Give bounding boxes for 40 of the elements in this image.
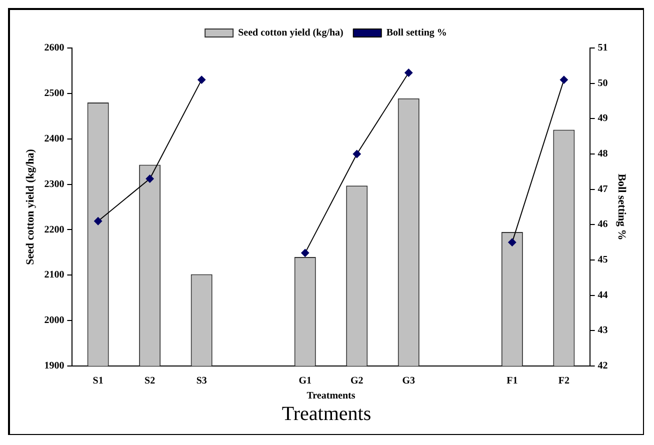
y2-tick-label: 45 — [598, 254, 608, 266]
y-tick-label: 2400 — [44, 133, 64, 144]
x-tick-label: G3 — [402, 376, 416, 387]
y-tick-label: 2000 — [44, 315, 64, 326]
y2-axis-title: Boll setting % — [616, 174, 628, 240]
text: Treatments — [280, 402, 372, 426]
y-tick-label: 2100 — [44, 270, 64, 281]
y-axis-title: Seed cotton yield (kg/ha) — [24, 148, 36, 265]
y-tick-label: 1900 — [44, 360, 64, 372]
y-tick-label: 2200 — [44, 224, 64, 236]
point — [198, 76, 206, 84]
x-tick-label: S1 — [92, 376, 104, 387]
x-tick-label: S3 — [196, 376, 207, 387]
y2-tick-label: 48 — [598, 148, 608, 160]
y-tick-label: 2600 — [44, 42, 64, 54]
y2-tick-label: 43 — [598, 325, 608, 336]
point — [301, 248, 310, 257]
point — [352, 150, 361, 158]
point — [146, 174, 154, 183]
legend-label: Boll setting % — [386, 28, 447, 39]
x-tick-label: F1 — [506, 376, 518, 387]
point — [508, 238, 516, 246]
x-tick-label: G2 — [350, 376, 364, 387]
x-tick-label: S2 — [144, 376, 156, 387]
legend-label: Seed cotton yield (kg/ha) — [238, 28, 344, 39]
x-tick-label: F2 — [558, 376, 570, 387]
x-tick-label: G1 — [298, 376, 312, 387]
y2-tick-label: 42 — [598, 360, 608, 372]
point — [94, 217, 102, 226]
point — [404, 68, 413, 77]
y2-tick-label: 46 — [598, 219, 608, 230]
y-tick-label: 2500 — [44, 88, 64, 100]
x-axis-title: Treatments — [306, 390, 356, 402]
y-tick-label: 2300 — [44, 178, 64, 190]
point — [560, 76, 568, 84]
y2-tick-label: 44 — [598, 290, 608, 301]
y2-tick-label: 47 — [598, 184, 608, 195]
y2-tick-label: 49 — [598, 113, 608, 124]
y2-tick-label: 51 — [598, 42, 608, 54]
y2-tick-label: 50 — [598, 78, 608, 89]
